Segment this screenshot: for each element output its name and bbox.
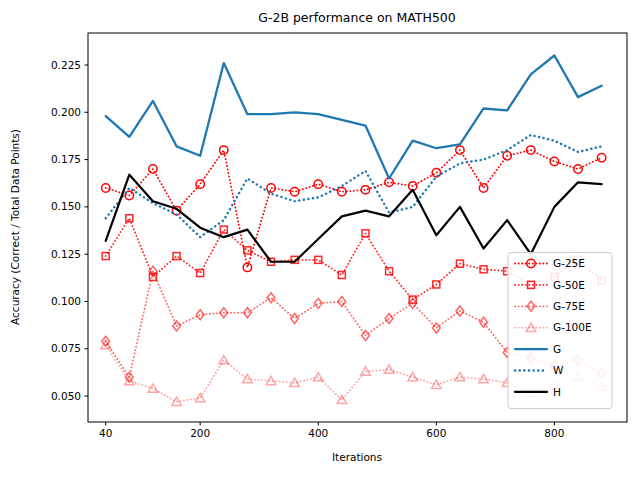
legend-label-G-25E: G-25E (553, 257, 585, 269)
data-point-circle (479, 184, 487, 192)
legend-label-H: H (553, 386, 561, 398)
data-point-circle (290, 188, 298, 196)
y-tick-label: 0.100 (51, 295, 81, 307)
y-tick-label: 0.075 (51, 342, 81, 354)
x-tick-label: 800 (544, 427, 564, 439)
y-tick-label: 0.050 (51, 390, 81, 402)
y-tick-label: 0.225 (51, 59, 81, 71)
legend-label-G: G (553, 343, 561, 355)
legend-label-W: W (553, 364, 564, 376)
x-tick-label: 400 (308, 427, 328, 439)
x-tick-label: 600 (426, 427, 446, 439)
data-point-triangle (455, 373, 465, 381)
data-point-circle (550, 157, 558, 165)
data-point-circle (314, 180, 322, 188)
y-tick-label: 0.125 (51, 248, 81, 260)
data-point-square (386, 268, 393, 275)
data-point-square (338, 271, 345, 278)
data-point-circle (597, 153, 605, 161)
data-point-square (220, 226, 227, 233)
data-point-triangle (219, 356, 229, 364)
chart-title: G-2B performance on MATH500 (258, 10, 456, 25)
series-G-line (106, 56, 602, 179)
legend-label-G-50E: G-50E (553, 279, 585, 291)
y-tick-label: 0.150 (51, 200, 81, 212)
x-tick-label: 40 (99, 427, 112, 439)
data-point-square (126, 215, 133, 222)
data-point-square (197, 270, 204, 277)
data-point-circle (361, 186, 369, 194)
data-point-circle (196, 180, 204, 188)
legend: G-25E G-50E G-75E G-100E GWH (508, 253, 612, 409)
data-point-triangle (432, 380, 442, 388)
data-point-triangle (479, 374, 489, 382)
x-tick-label: 200 (190, 427, 210, 439)
data-point-circle (574, 165, 582, 173)
data-point-triangle (266, 376, 276, 384)
y-tick-label: 0.175 (51, 153, 81, 165)
data-point-triangle (408, 373, 418, 381)
data-point-triangle (384, 365, 394, 373)
x-axis-label: Iterations (332, 451, 382, 463)
matplotlib-figure: G-2B performance on MATH500 Iterations A… (0, 0, 640, 480)
y-axis-label: Accuracy (Correct / Total Data Points) (9, 129, 21, 325)
data-point-diamond (267, 293, 275, 303)
legend-label-G-100E: G-100E (553, 321, 592, 333)
chart-svg: G-2B performance on MATH500 Iterations A… (0, 0, 640, 480)
data-point-diamond (291, 314, 299, 324)
y-tick-label: 0.200 (51, 106, 81, 118)
data-point-square (173, 253, 180, 260)
legend-label-G-75E: G-75E (553, 300, 585, 312)
data-point-diamond (480, 317, 488, 327)
